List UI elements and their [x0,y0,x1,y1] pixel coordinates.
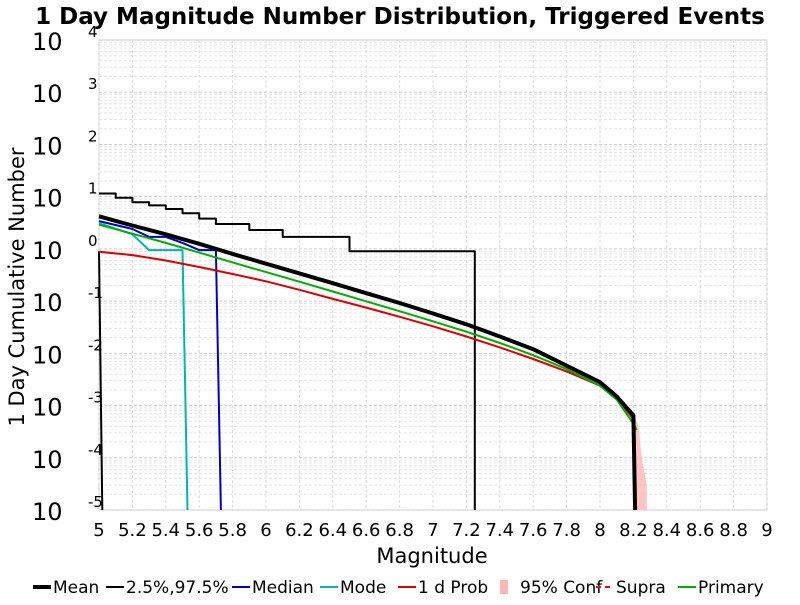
x-tick-label: 8.4 [652,520,681,541]
series-95-conf-band [633,412,647,510]
tick-layer: 5 5.2 5.4 5.6 5.8 6 6.2 6.4 6.6 6.8 7 7.2 7.4 7.6 7.8 8… [32,23,773,541]
x-tick-label: 7.6 [519,520,548,541]
y-tick-label: 10 [32,132,63,160]
x-tick-label: 7.2 [452,520,481,541]
x-axis-label: Magnitude [376,544,487,568]
y-tick-exponent: 0 [88,232,98,250]
y-tick-label: 10 [32,394,63,422]
y-tick-exponent: 4 [88,23,98,41]
series-median-line [98,220,222,511]
y-tick-exponent: -5 [88,493,103,511]
y-tick-label: 10 [32,185,63,213]
legend-label-supra: Supra [616,578,666,598]
x-tick-label: 6.8 [385,520,414,541]
legend: Mean 2.5%,97.5% Median Mode 1 d Prob 95% Conf… [33,578,764,598]
legend-swatch-95-conf [500,580,508,594]
y-axis-label: 1 Day Cumulative Number [5,147,29,426]
x-tick-label: 7.8 [552,520,581,541]
band-layer [633,412,647,510]
legend-label-primary: Primary [698,578,764,598]
y-tick-label: 10 [32,498,63,526]
y-tick-label: 10 [32,446,63,474]
y-tick-label: 10 [32,237,63,265]
y-tick-label: 10 [32,341,63,369]
legend-label-median: Median [252,578,314,598]
chart-title: 1 Day Magnitude Number Distribution, Tri… [35,4,765,30]
x-tick-label: 7.4 [485,520,514,541]
x-tick-label: 6.6 [352,520,381,541]
x-tick-label: 8.2 [619,520,648,541]
x-tick-label: 6 [260,520,271,541]
series-1-d-prob-line [98,250,635,420]
x-tick-label: 8.6 [686,520,715,541]
y-tick-exponent: -3 [88,389,103,407]
series-layer [98,192,638,511]
legend-label-2-5-97-5: 2.5%,97.5% [126,578,229,598]
y-tick-label: 10 [32,28,63,56]
series-2-5-97-5-line [99,192,476,510]
x-tick-label: 7 [427,520,438,541]
x-tick-label: 8 [594,520,605,541]
y-tick-label: 10 [32,289,63,317]
x-tick-label: 8.8 [719,520,748,541]
legend-label-1-d-prob: 1 d Prob [418,578,488,598]
y-tick-exponent: -1 [88,284,103,302]
y-tick-exponent: 3 [88,75,98,93]
x-tick-label: 6.4 [318,520,347,541]
y-tick-exponent: -4 [88,441,103,459]
x-tick-label: 5.4 [151,520,180,541]
y-tick-exponent: 1 [88,180,98,198]
y-tick-exponent: -2 [88,336,103,354]
series-primary-line [98,223,638,431]
series-mean-line [98,214,638,511]
x-tick-label: 6.2 [285,520,314,541]
legend-label-mean: Mean [53,578,99,598]
legend-label-95-conf: 95% Conf [520,578,603,598]
x-tick-label: 5.8 [218,520,247,541]
series-2-5-97-5-lower-line [98,251,104,511]
x-tick-label: 5 [93,520,104,541]
x-tick-label: 5.2 [118,520,147,541]
y-tick-exponent: 2 [88,127,98,145]
x-tick-label: 9 [761,520,772,541]
legend-label-mode: Mode [340,578,386,598]
y-tick-label: 10 [32,80,63,108]
grid-layer [98,40,768,511]
x-tick-label: 5.6 [185,520,214,541]
